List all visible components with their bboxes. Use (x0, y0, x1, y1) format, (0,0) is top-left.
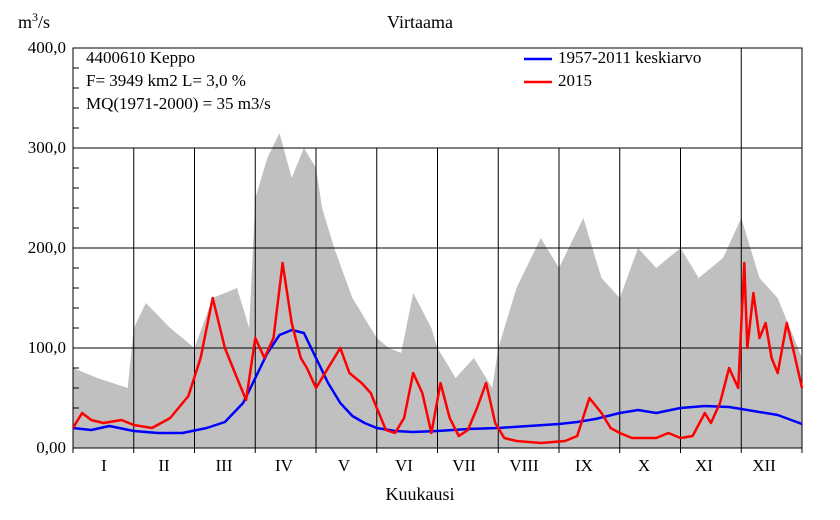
y-tick-label: 400,0 (27, 38, 66, 57)
x-axis-label: Kuukausi (385, 484, 455, 504)
chart-title: Virtaama (387, 12, 453, 32)
legend-label-average: 1957-2011 keskiarvo (558, 48, 702, 67)
y-tick-label: 200,0 (27, 238, 66, 257)
plot-frame (72, 47, 803, 449)
month-label: II (158, 456, 170, 475)
mean-flow-info: MQ(1971-2000) = 35 m3/s (86, 94, 271, 113)
month-label: IX (575, 456, 593, 475)
month-label: X (637, 456, 651, 475)
month-label: VIII (509, 456, 539, 475)
y-tick-label: 0,00 (36, 438, 66, 457)
series-average-line (72, 328, 803, 435)
month-label: IV (275, 456, 293, 475)
y-tick-label: 100,0 (27, 338, 66, 357)
month-label: VI (395, 456, 413, 475)
month-label: XII (752, 456, 776, 475)
month-label: XI (695, 456, 713, 475)
station-name: 4400610 Keppo (86, 48, 196, 67)
catchment-info: F= 3949 km2 L= 3,0 % (86, 71, 246, 90)
y-axis-unit-tail: /s (38, 12, 51, 32)
month-label: I (101, 456, 107, 475)
y-axis-unit: m3/s (18, 10, 50, 33)
month-label: V (337, 456, 351, 475)
y-tick-label: 300,0 (27, 138, 66, 157)
series-2015-line (71, 261, 804, 445)
y-axis-unit-exponent: 3 (32, 10, 39, 24)
y-axis-unit-base: m (18, 12, 33, 32)
month-label: VII (452, 456, 476, 475)
month-label: III (215, 456, 233, 475)
legend-label-2015: 2015 (558, 71, 592, 90)
